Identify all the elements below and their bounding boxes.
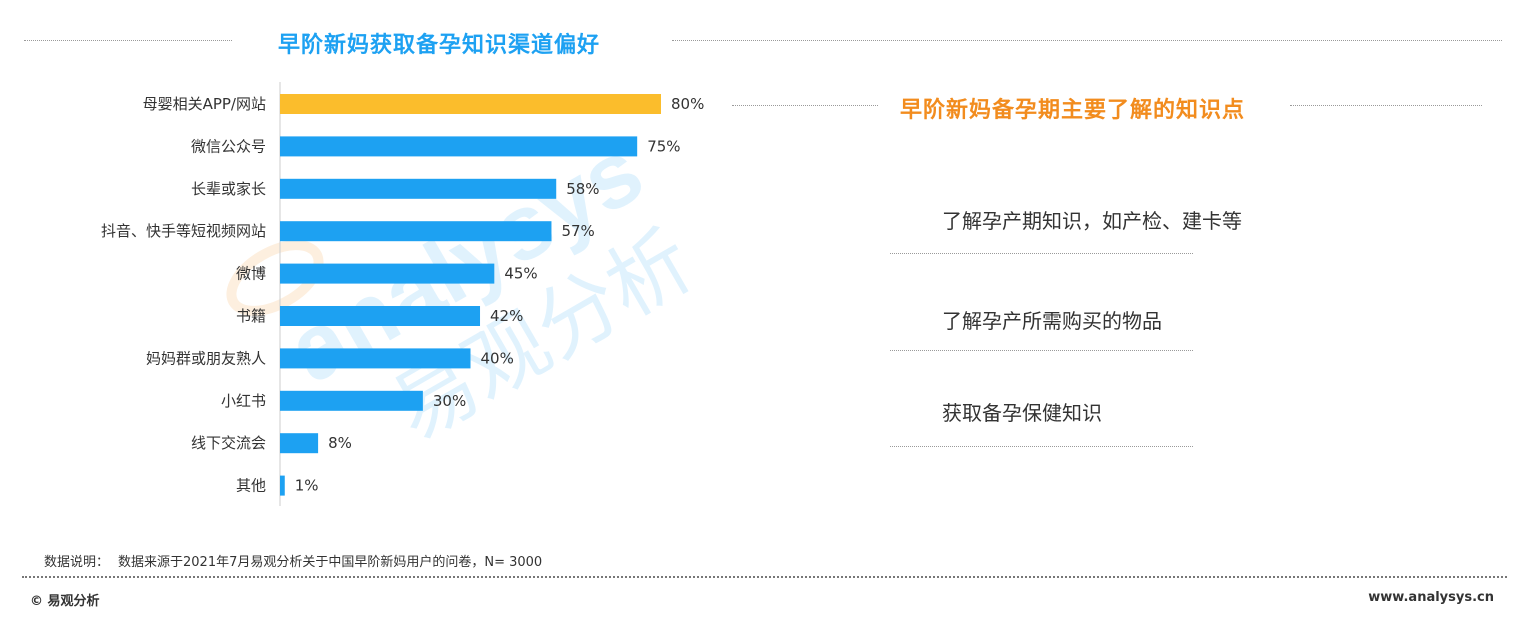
bar-5 — [280, 263, 495, 284]
value-label: 57% — [561, 222, 594, 240]
value-label: 45% — [504, 265, 537, 283]
category-label: 母婴相关APP/网站 — [143, 95, 266, 113]
footer-url: www.analysys.cn — [1368, 590, 1494, 605]
knowledge-title: 早阶新妈备孕期主要了解的知识点 — [900, 98, 1246, 123]
bar-2 — [280, 136, 638, 157]
bar-9 — [280, 433, 319, 454]
chart-title: 早阶新妈获取备孕知识渠道偏好 — [278, 33, 601, 58]
category-label: 抖音、快手等短视频网站 — [101, 222, 266, 240]
bar-1 — [280, 94, 661, 114]
value-label: 30% — [433, 392, 466, 410]
category-label: 小红书 — [221, 392, 266, 410]
value-label: 80% — [671, 95, 704, 113]
category-label: 其他 — [236, 477, 266, 495]
value-label: 40% — [481, 349, 514, 367]
knowledge-item: 获取备孕保健知识 — [942, 401, 1102, 425]
knowledge-divider — [890, 446, 1193, 447]
category-label: 线下交流会 — [191, 434, 266, 452]
value-label: 42% — [490, 307, 523, 325]
knowledge-item: 了解孕产所需购买的物品 — [942, 309, 1162, 333]
footer-rule — [22, 576, 1507, 578]
data-note-label: 数据说明： — [44, 555, 110, 570]
right-title-rule-left — [732, 105, 878, 106]
footer-brand: © 易观分析 — [30, 594, 100, 609]
left-title-rule-left — [24, 40, 232, 41]
bar-3 — [280, 178, 557, 199]
value-label: 75% — [647, 137, 680, 155]
value-label: 1% — [295, 477, 319, 495]
value-label: 8% — [328, 434, 352, 452]
value-label: 58% — [566, 180, 599, 198]
left-title-rule-right — [672, 40, 1502, 41]
bar-4 — [280, 221, 552, 242]
category-label: 微博 — [236, 265, 266, 283]
category-label: 妈妈群或朋友熟人 — [146, 349, 266, 367]
knowledge-divider — [890, 253, 1193, 254]
right-title-rule-right — [1290, 105, 1482, 106]
category-label: 微信公众号 — [191, 137, 266, 155]
knowledge-item: 了解孕产期知识，如产检、建卡等 — [942, 209, 1242, 233]
category-label: 书籍 — [236, 307, 266, 325]
data-note-text: 数据来源于2021年7月易观分析关于中国早阶新妈用户的问卷，N= 3000 — [118, 555, 543, 570]
knowledge-divider — [890, 350, 1193, 351]
bar-10 — [280, 475, 285, 496]
bar-7 — [280, 348, 471, 369]
bar-8 — [280, 390, 423, 411]
bar-6 — [280, 306, 481, 326]
category-label: 长辈或家长 — [191, 180, 266, 198]
bar-chart: 母婴相关APP/网站 80% 微信公众号 75% 长辈或家长 58% 抖音、快手等短视频网站… — [101, 82, 704, 506]
